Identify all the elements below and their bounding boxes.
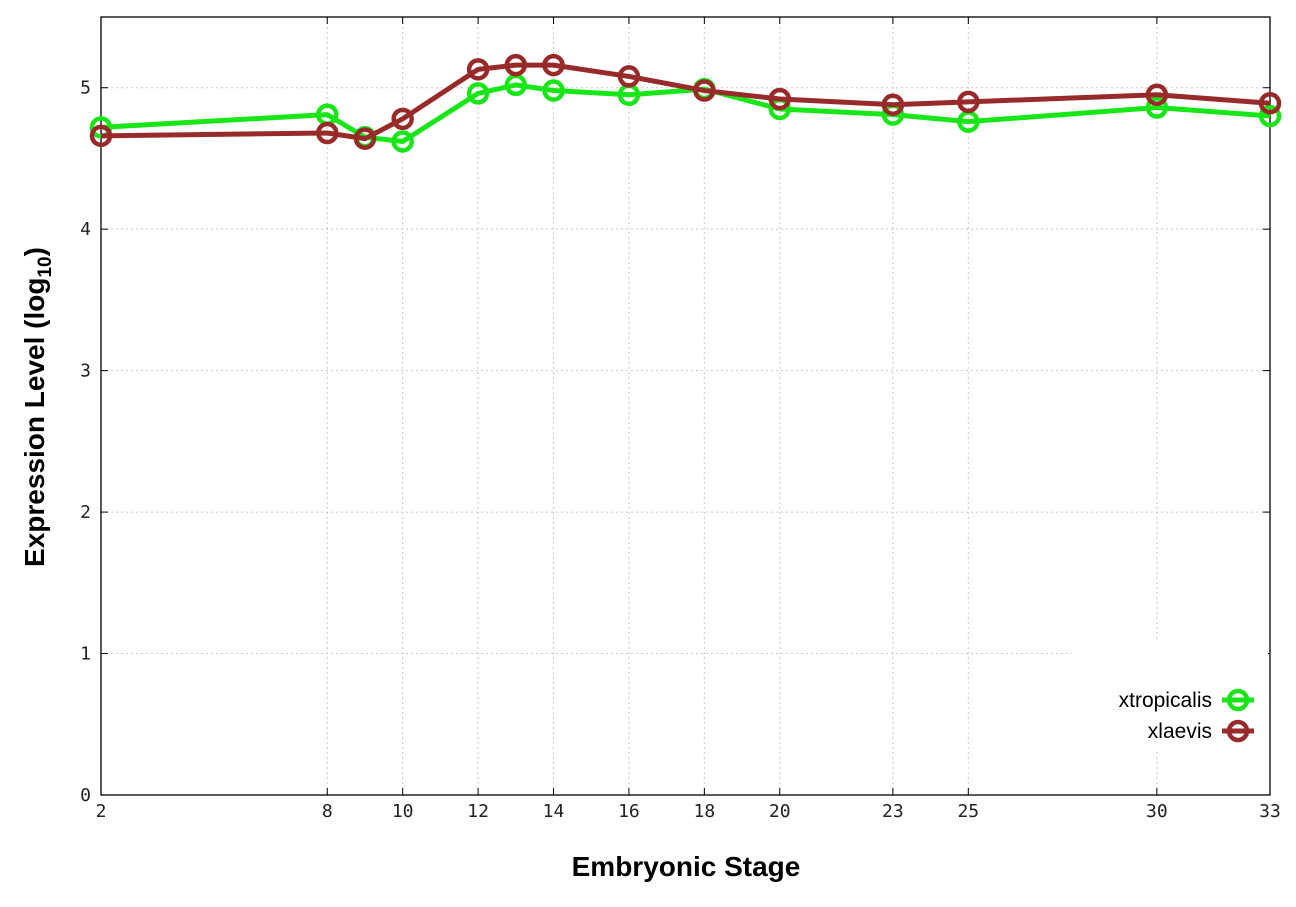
data-point-xtropicalis bbox=[89, 116, 113, 139]
y-tick-label: 1 bbox=[80, 644, 91, 665]
y-tick-label: 4 bbox=[80, 219, 91, 240]
data-point-xlaevis bbox=[466, 58, 490, 81]
y-tick-label: 5 bbox=[80, 78, 91, 99]
x-axis-title: Embryonic Stage bbox=[572, 851, 801, 882]
x-tick-label: 8 bbox=[322, 801, 333, 822]
x-tick-label: 14 bbox=[543, 801, 565, 822]
y-axis-title-main: Expression Level (log bbox=[19, 278, 50, 567]
x-tick-label: 18 bbox=[694, 801, 716, 822]
y-axis-title: Expression Level (log10) bbox=[19, 247, 56, 567]
data-point-xlaevis bbox=[391, 107, 414, 131]
data-point-xlaevis bbox=[957, 90, 980, 114]
legend-label-xlaevis: xlaevis bbox=[1148, 720, 1212, 743]
x-tick-label: 33 bbox=[1259, 801, 1281, 822]
x-tick-label: 25 bbox=[957, 801, 979, 822]
data-point-xlaevis bbox=[768, 87, 792, 111]
data-point-xtropicalis bbox=[1258, 104, 1282, 128]
legend-marker-xtropicalis bbox=[1226, 688, 1250, 712]
legend-label-xtropicalis: xtropicalis bbox=[1119, 689, 1212, 712]
data-point-xlaevis bbox=[1258, 92, 1282, 115]
data-point-xlaevis bbox=[89, 124, 113, 148]
data-point-xlaevis bbox=[693, 79, 716, 102]
data-point-xtropicalis bbox=[542, 79, 565, 102]
data-point-xlaevis bbox=[353, 127, 377, 150]
x-tick-label: 2 bbox=[96, 801, 107, 822]
x-tick-label: 10 bbox=[392, 801, 414, 822]
x-tick-label: 12 bbox=[467, 801, 489, 822]
y-tick-label: 3 bbox=[80, 361, 91, 382]
data-point-xtropicalis bbox=[466, 82, 490, 105]
x-tick-label: 30 bbox=[1146, 801, 1168, 822]
series-layer bbox=[89, 53, 1282, 153]
legend: xtropicalis xlaevis bbox=[1072, 642, 1268, 750]
y-axis-title-close: ) bbox=[19, 247, 50, 256]
y-tick-label: 0 bbox=[80, 785, 91, 806]
data-point-xtropicalis bbox=[391, 130, 414, 153]
y-axis-title-subscript: 10 bbox=[35, 256, 56, 277]
legend-marker-xlaevis bbox=[1226, 719, 1250, 743]
x-tick-label: 23 bbox=[882, 801, 904, 822]
data-point-xlaevis bbox=[1145, 83, 1169, 107]
data-point-xlaevis bbox=[316, 121, 339, 145]
plot-frame bbox=[100, 16, 1271, 796]
data-point-xtropicalis bbox=[1145, 96, 1169, 119]
series-line-xlaevis bbox=[100, 62, 1271, 142]
data-point-xlaevis bbox=[542, 53, 565, 77]
x-tick-label: 16 bbox=[618, 801, 640, 822]
y-tick-label: 2 bbox=[80, 502, 91, 523]
x-tick-label: 20 bbox=[769, 801, 791, 822]
data-point-xlaevis bbox=[881, 93, 905, 116]
data-point-xlaevis bbox=[504, 53, 528, 77]
data-point-xlaevis bbox=[617, 65, 641, 88]
